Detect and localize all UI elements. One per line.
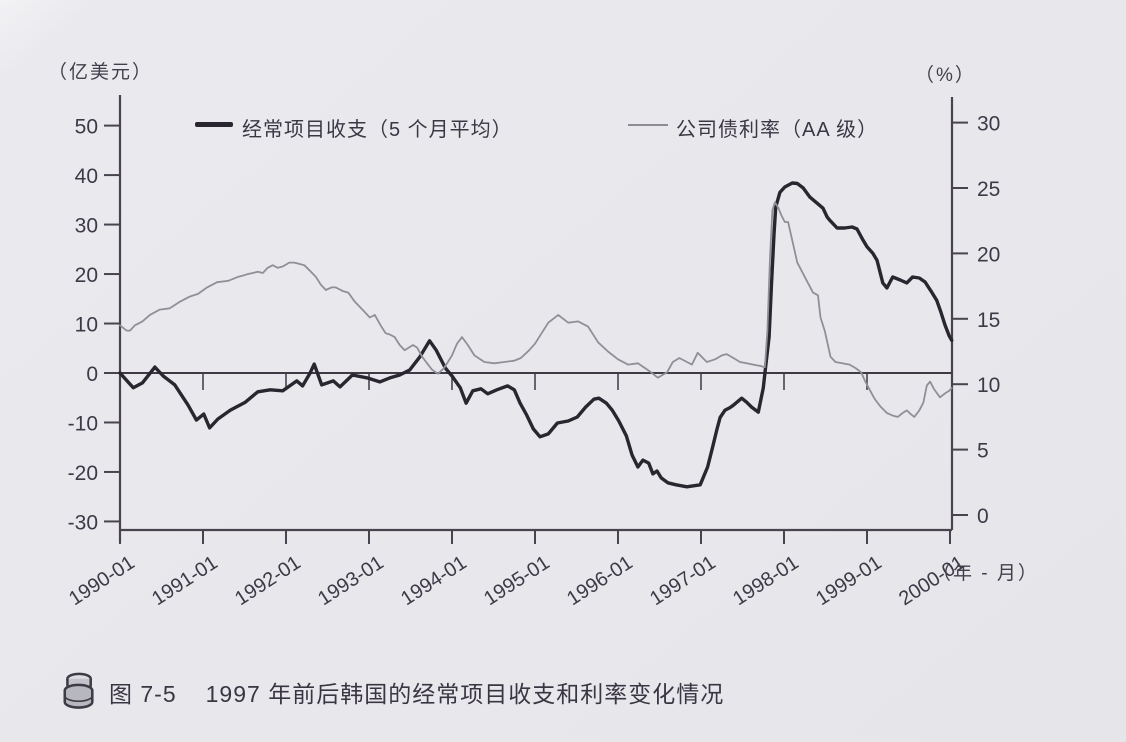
x-axis-tick-label: 1996-01 xyxy=(563,552,637,610)
figure-title: 1997 年前后韩国的经常项目收支和利率变化情况 xyxy=(205,681,725,707)
right-axis-tick-label: 0 xyxy=(977,505,989,528)
figure-caption: 图 7-5 1997 年前后韩国的经常项目收支和利率变化情况 xyxy=(60,668,724,716)
left-axis-tick-label: -20 xyxy=(68,462,98,485)
x-axis-tick-label: 1997-01 xyxy=(646,552,720,610)
left-axis-tick-label: 40 xyxy=(75,165,98,188)
left-axis-tick-label: 50 xyxy=(75,116,98,139)
x-axis-unit-label: （年 - 月） xyxy=(932,563,1039,584)
coin-stack-icon xyxy=(63,672,94,709)
left-axis-tick-label: 10 xyxy=(75,314,98,337)
x-axis-tick-label: 1995-01 xyxy=(480,552,554,610)
x-axis-tick-label: 1998-01 xyxy=(729,552,803,610)
legend-line-sample-current-account xyxy=(195,122,233,127)
right-axis-tick-label: 30 xyxy=(977,113,1000,136)
x-axis-tick-label: 1992-01 xyxy=(231,552,305,610)
figure-number: 图 7-5 xyxy=(109,681,177,707)
right-axis-tick-label: 15 xyxy=(977,309,1000,332)
left-axis-tick-label: -10 xyxy=(68,412,98,435)
legend-label-current-account: 经常项目收支（5 个月平均） xyxy=(242,119,513,141)
x-axis-tick-label: 1991-01 xyxy=(148,552,222,610)
x-axis-tick-label: 1993-01 xyxy=(314,552,388,610)
right-axis-tick-label: 5 xyxy=(977,440,989,463)
right-axis-tick-label: 20 xyxy=(977,243,1000,266)
x-axis-tick-label: 1994-01 xyxy=(397,552,471,610)
right-axis-tick-label: 10 xyxy=(977,374,1000,397)
left-axis-tick-label: 0 xyxy=(86,363,98,386)
right-axis-unit-label: （%） xyxy=(915,65,976,86)
bond-rate-line xyxy=(119,201,953,418)
left-axis-unit-label: （亿美元） xyxy=(48,62,154,83)
legend-line-sample-bond-rate xyxy=(628,124,668,126)
left-axis-tick-label: 30 xyxy=(75,215,98,238)
x-axis-tick-label: 1990-01 xyxy=(65,552,139,610)
left-axis-tick-label: -30 xyxy=(68,511,98,534)
legend-label-bond-rate: 公司债利率（AA 级） xyxy=(676,119,879,141)
current-account-line xyxy=(118,181,954,489)
right-axis-tick-label: 25 xyxy=(977,178,1000,201)
x-axis-tick-label: 1999-01 xyxy=(812,552,886,610)
left-axis-tick-label: 20 xyxy=(75,264,98,287)
